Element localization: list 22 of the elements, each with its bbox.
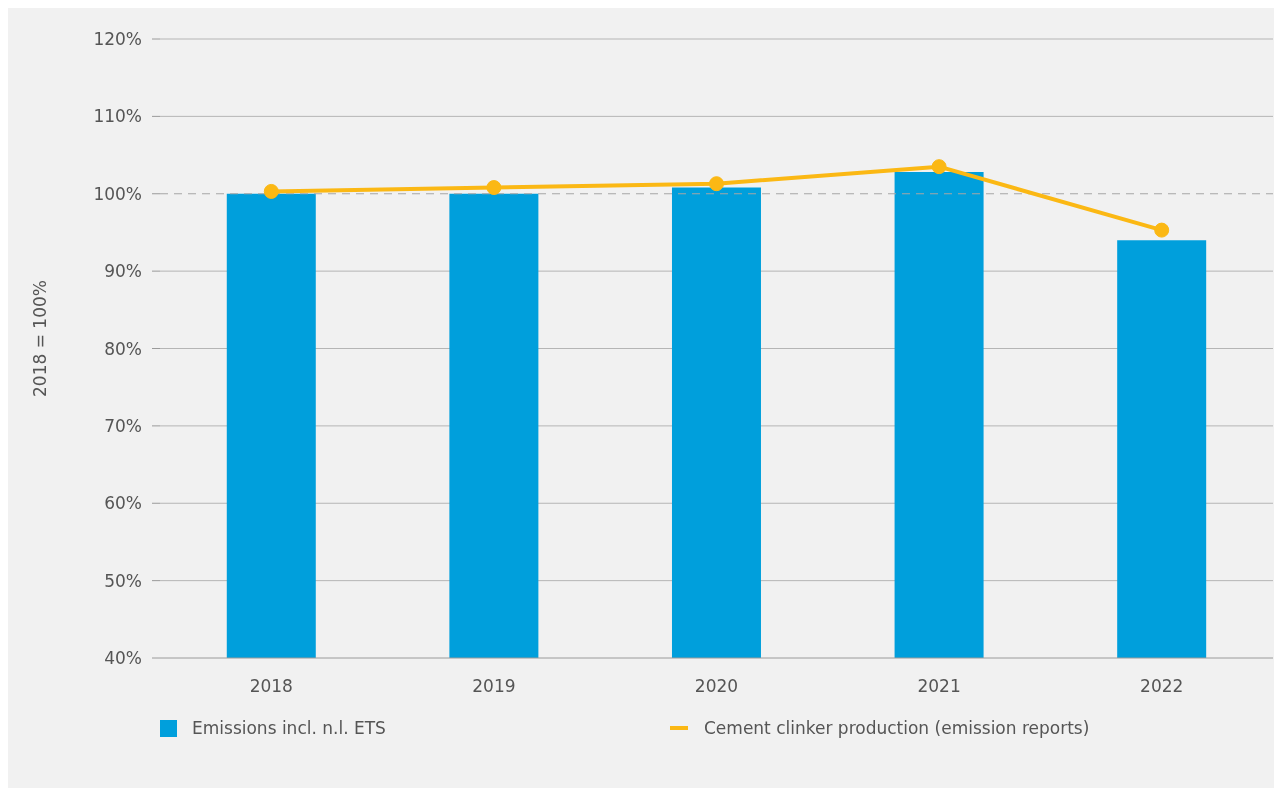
y-tick-label: 110%	[93, 106, 142, 127]
legend-label: Cement clinker production (emission reports)	[704, 718, 1090, 738]
y-tick-label: 120%	[93, 29, 142, 50]
y-tick-label: 50%	[104, 570, 142, 591]
y-tick-label: 80%	[104, 338, 142, 359]
point	[263, 183, 279, 199]
point	[1154, 222, 1170, 238]
y-tick-label: 70%	[104, 415, 142, 436]
y-tick-label: 100%	[93, 183, 142, 204]
point	[709, 176, 724, 192]
x-tick-label: 2020	[694, 676, 739, 697]
y-tick-label: 40%	[104, 648, 142, 669]
y-axis-title: 2018 = 100%	[30, 280, 50, 397]
legend-label: Emissions incl. n.l. ETS	[192, 718, 386, 738]
x-tick-label: 2019	[472, 676, 516, 697]
x-tick-label: 2022	[1140, 676, 1184, 697]
y-tick-label: 60%	[104, 493, 142, 514]
point	[486, 180, 502, 196]
point	[931, 159, 947, 175]
x-tick-label: 2018	[249, 676, 293, 697]
x-tick-label: 2021	[917, 676, 961, 697]
y-tick-label: 90%	[104, 261, 142, 282]
